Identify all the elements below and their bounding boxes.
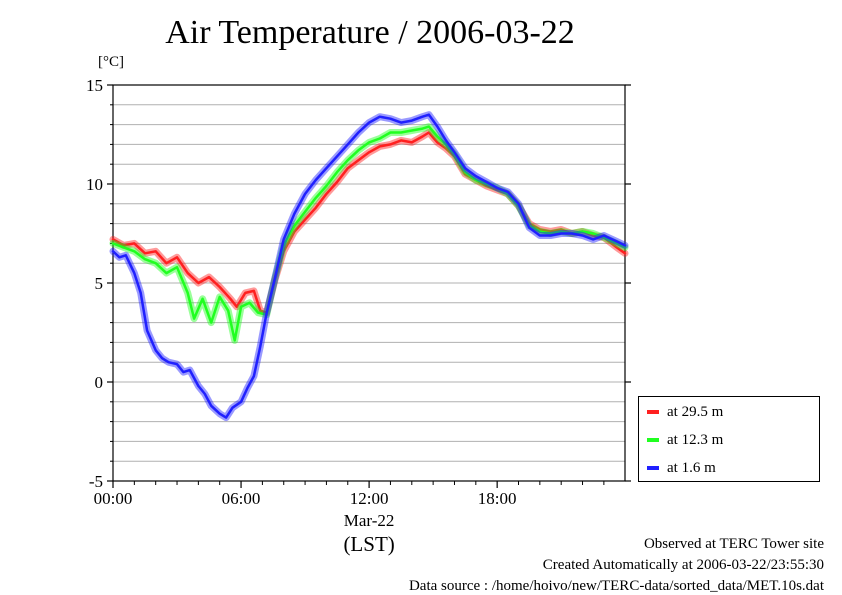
series-line-0 <box>111 131 627 314</box>
legend-label-29m: at 29.5 m <box>667 403 724 420</box>
x-axis-date-label: Mar-22 <box>344 511 395 530</box>
y-tick-label: -5 <box>89 472 103 491</box>
chart-title: Air Temperature / 2006-03-22 <box>165 14 575 51</box>
y-axis-unit-label: [°C] <box>98 54 124 70</box>
series-line-2 <box>111 113 627 419</box>
legend-swatch-1m <box>647 466 659 470</box>
legend-label-1m: at 1.6 m <box>667 459 716 476</box>
y-tick-label: 0 <box>95 373 104 392</box>
legend-swatch-12m <box>647 438 659 442</box>
y-tick-label: 5 <box>95 274 104 293</box>
y-tick-label: 10 <box>86 175 103 194</box>
x-tick-label: 00:00 <box>94 489 133 508</box>
footer-created-note: Created Automatically at 2006-03-22/23:5… <box>542 557 824 573</box>
legend-label-12m: at 12.3 m <box>667 431 724 448</box>
x-tick-label: 18:00 <box>478 489 517 508</box>
series-halo-0 <box>109 129 629 317</box>
footer-data-source: Data source : /home/hoivo/new/TERC-data/… <box>408 578 824 594</box>
legend: at 29.5 m at 12.3 m at 1.6 m <box>638 396 820 482</box>
x-axis-timezone-label: (LST) <box>343 532 394 556</box>
footer-site-note: Observed at TERC Tower site <box>643 536 824 552</box>
legend-swatch-29m <box>647 410 659 414</box>
y-tick-label: 15 <box>86 76 103 95</box>
x-tick-label: 06:00 <box>222 489 261 508</box>
legend-item-12m: at 12.3 m <box>647 430 723 450</box>
x-tick-label: 12:00 <box>350 489 389 508</box>
legend-item-1m: at 1.6 m <box>647 458 716 478</box>
legend-item-29m: at 29.5 m <box>647 402 723 422</box>
series-line-1 <box>111 125 627 342</box>
